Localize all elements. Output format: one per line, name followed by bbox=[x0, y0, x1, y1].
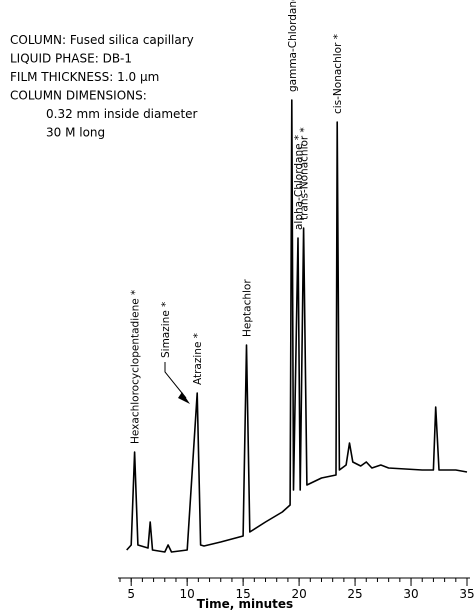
peak-label: Heptachlor bbox=[241, 279, 253, 337]
peak-label: alpha-Chlordane * bbox=[293, 135, 305, 230]
x-tick-label: 30 bbox=[403, 587, 418, 601]
simazine-arrowhead bbox=[178, 392, 190, 404]
peak-label: Atrazine * bbox=[192, 333, 204, 385]
peak-label: trans-Nonachlor * bbox=[299, 127, 311, 220]
x-tick-label: 10 bbox=[180, 587, 195, 601]
x-axis-title: Time, minutes bbox=[197, 597, 293, 611]
x-tick-label: 15 bbox=[235, 587, 250, 601]
info-line: FILM THICKNESS: 1.0 μm bbox=[10, 70, 159, 84]
x-tick-label: 20 bbox=[291, 587, 306, 601]
info-line: COLUMN: Fused silica capillary bbox=[10, 33, 194, 47]
info-line: COLUMN DIMENSIONS: bbox=[10, 89, 147, 103]
info-line: LIQUID PHASE: DB-1 bbox=[10, 52, 132, 66]
trace bbox=[126, 99, 468, 553]
info-line: 0.32 mm inside diameter bbox=[46, 107, 198, 121]
peak-label: Hexachlorocyclopentadiene * bbox=[130, 290, 142, 444]
peak-label: Simazine * bbox=[160, 302, 172, 358]
simazine-arrow bbox=[164, 362, 187, 399]
x-tick-label: 35 bbox=[459, 587, 474, 601]
peak-label: gamma-Chlordane * bbox=[287, 0, 299, 92]
peak-label: cis-Nonachlor * bbox=[332, 34, 344, 114]
info-line: 30 M long bbox=[46, 126, 105, 140]
x-tick-label: 25 bbox=[347, 587, 362, 601]
x-tick-label: 5 bbox=[127, 587, 135, 601]
